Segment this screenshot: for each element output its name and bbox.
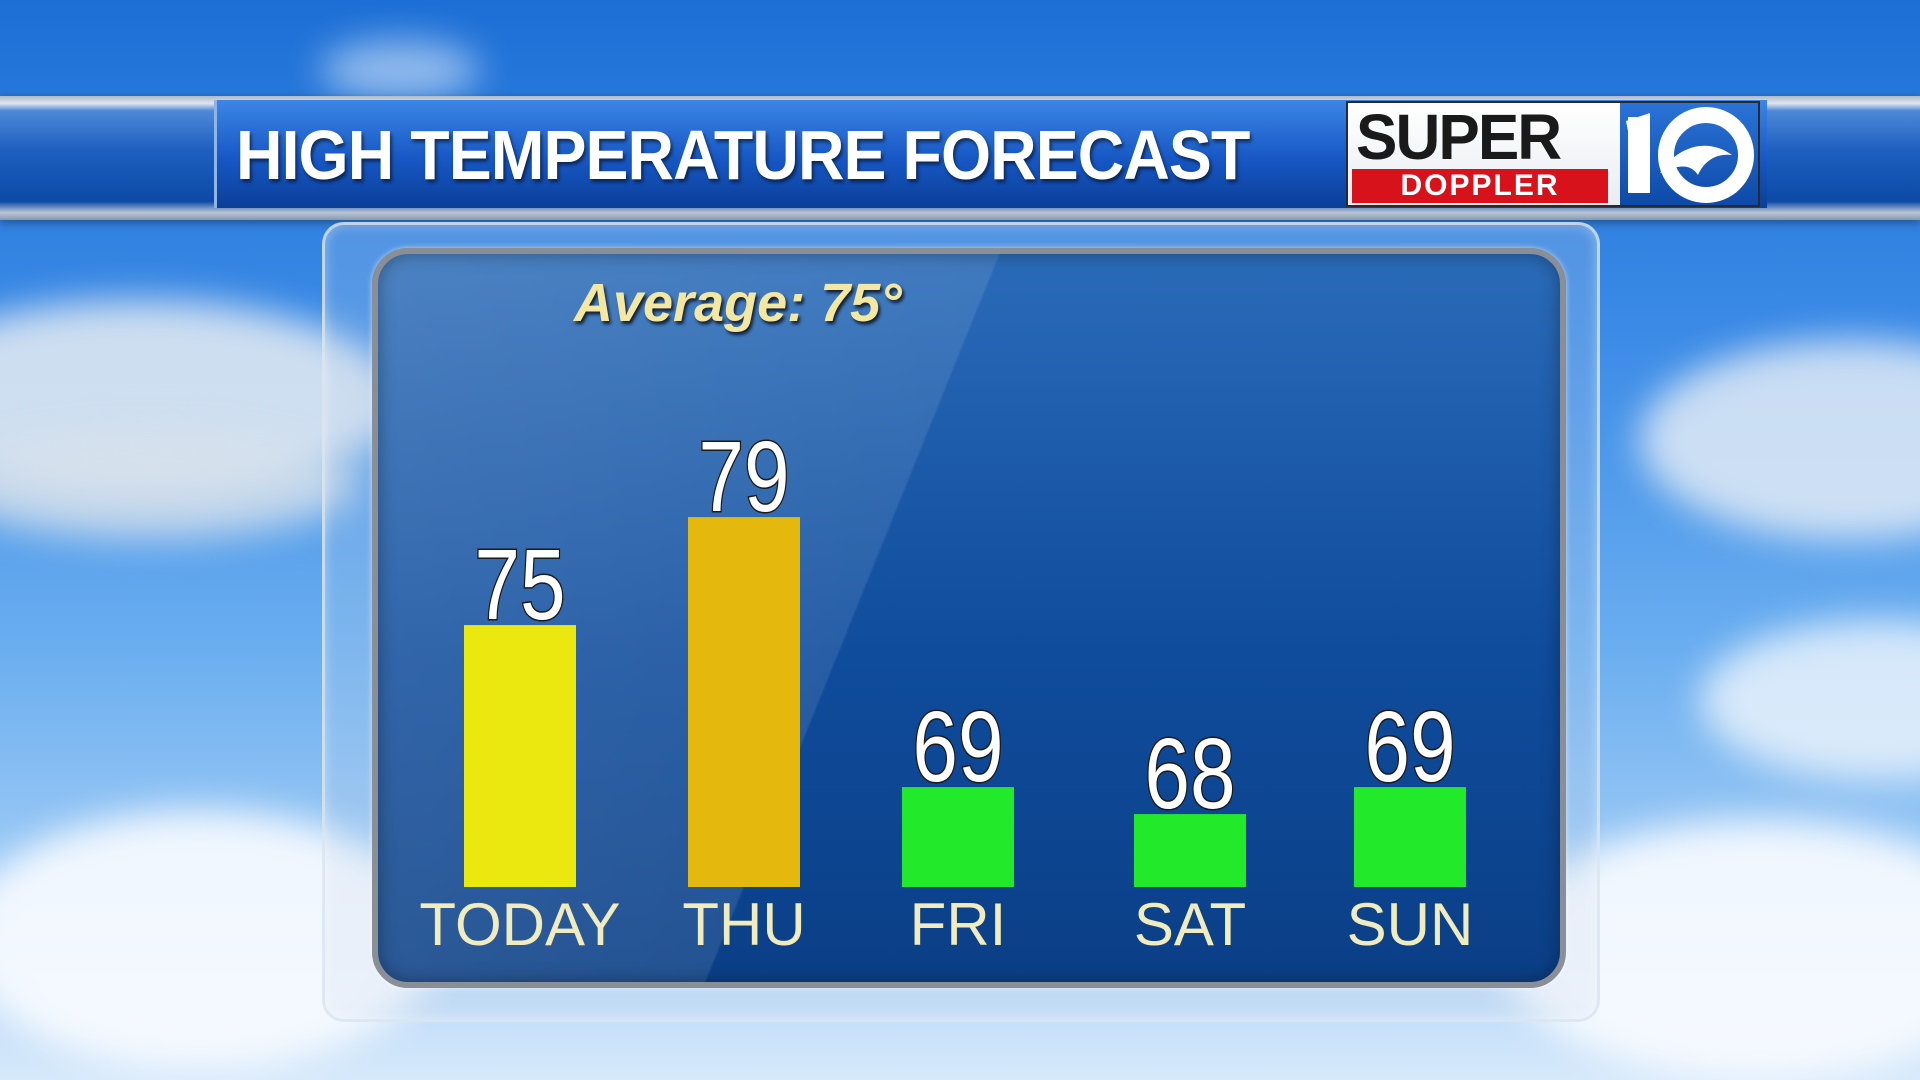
day-label-sat: SAT	[1134, 891, 1246, 958]
value-label-sun: 69	[1364, 691, 1455, 803]
value-label-sat: 68	[1144, 718, 1235, 830]
bar-today	[464, 625, 576, 887]
logo-super-text: SUPER	[1356, 101, 1562, 173]
average-label: Average: 75°	[574, 273, 902, 333]
value-label-today: 75	[474, 529, 565, 641]
wave-10-icon	[1626, 107, 1754, 203]
day-label-today: TODAY	[419, 891, 620, 958]
logo-doppler-text: DOPPLER	[1352, 169, 1608, 203]
cloud	[320, 40, 480, 100]
bar-sun	[1354, 787, 1466, 887]
value-label-thu: 79	[698, 421, 789, 533]
station-logo: SUPER DOPPLER	[1346, 101, 1760, 207]
logo-channel-badge	[1620, 103, 1758, 205]
cloud	[0, 430, 360, 540]
bar-sat	[1134, 814, 1246, 887]
value-label-fri: 69	[912, 691, 1003, 803]
bar-fri	[902, 787, 1014, 887]
bar-thu	[688, 517, 800, 887]
cloud	[0, 810, 440, 1070]
cloud	[1500, 820, 1920, 1080]
day-label-thu: THU	[682, 891, 805, 958]
day-label-sun: SUN	[1347, 891, 1474, 958]
page-title: HIGH TEMPERATURE FORECAST	[236, 116, 1250, 194]
day-label-fri: FRI	[910, 891, 1007, 958]
